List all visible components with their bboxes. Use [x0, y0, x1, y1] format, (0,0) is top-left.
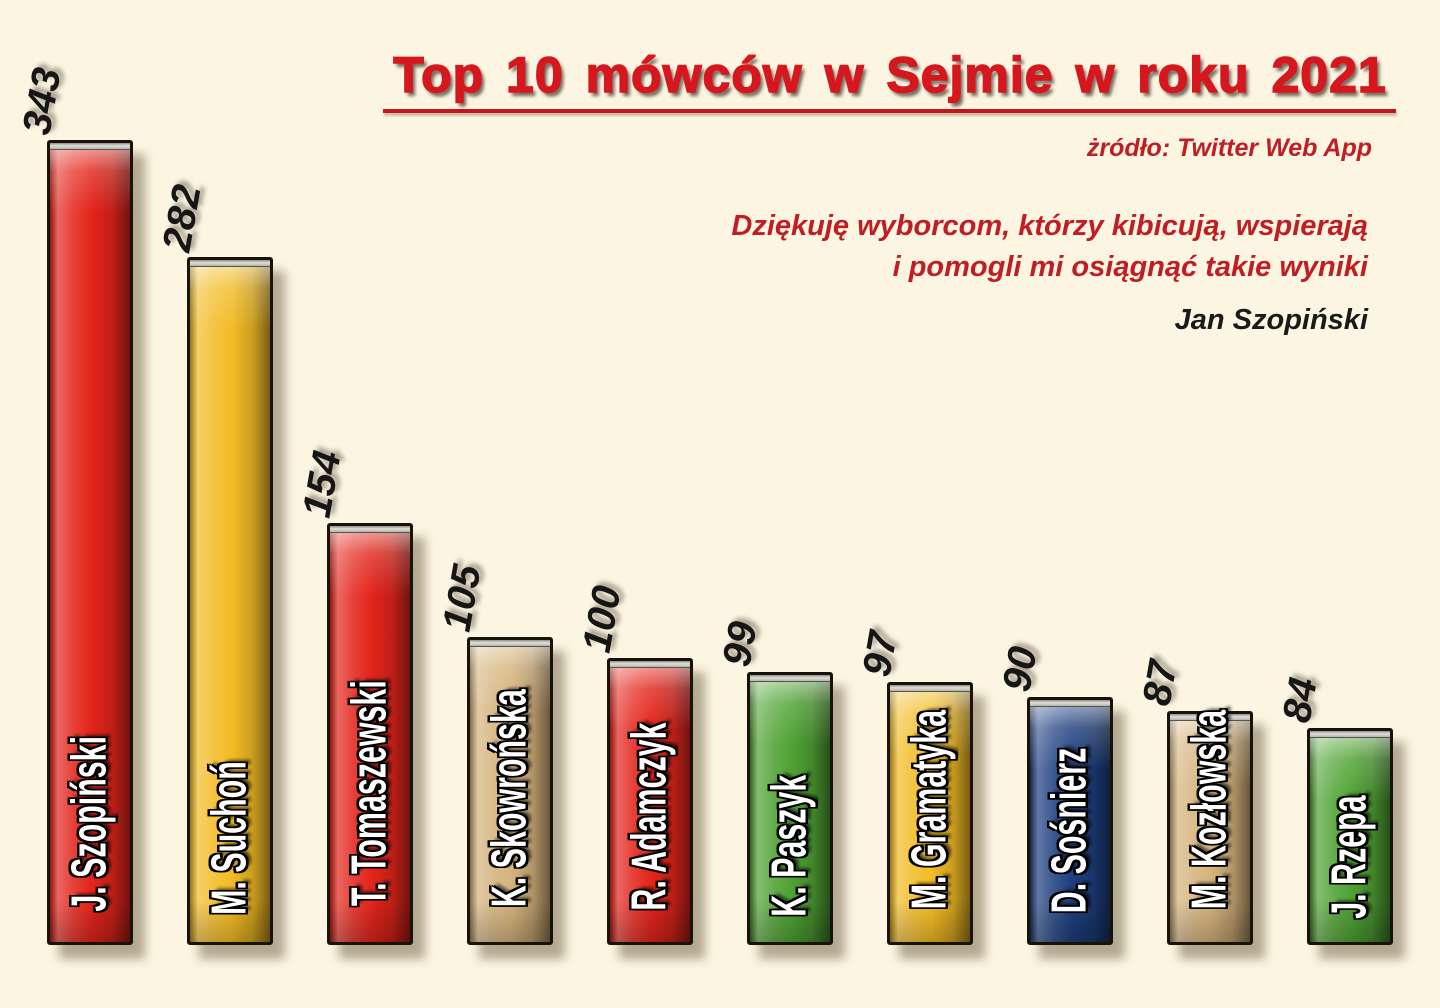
bar-9: M. Kozłowska: [1167, 710, 1253, 945]
bar-name-label: J. Rzepa: [1322, 795, 1377, 919]
bar-value-label: 100: [574, 582, 630, 656]
bar-3: T. Tomaszewski: [327, 523, 413, 945]
bar-value-label: 105: [434, 561, 490, 635]
bar-name-container: K. Paszyk: [750, 675, 830, 942]
bar-name-container: R. Adamczyk: [610, 661, 690, 942]
bar-1: J. Szopiński: [47, 140, 133, 945]
bar-value-label: 282: [154, 181, 210, 255]
chart-title: Top 10 mówców w Sejmie w roku 2021: [393, 46, 1387, 104]
bar-name-label: M. Gramatyka: [902, 709, 957, 910]
bar-2: M. Suchoń: [187, 257, 273, 945]
bar-value-label: 84: [1274, 674, 1326, 726]
bar-name-container: M. Gramatyka: [890, 685, 970, 942]
bar-name-label: D. Sośnierz: [1042, 747, 1097, 914]
bar-value-label: 90: [994, 643, 1046, 695]
bar-name-container: J. Szopiński: [50, 143, 130, 942]
bar-name-label: K. Skowrońska: [482, 688, 537, 907]
bar-value-label: 97: [854, 628, 906, 680]
bar-name-container: M. Suchoń: [190, 260, 270, 942]
bar-name-label: R. Adamczyk: [622, 722, 677, 911]
bar-name-container: J. Rzepa: [1310, 731, 1390, 942]
bar-name-container: T. Tomaszewski: [330, 526, 410, 942]
quote-line-1: Dziękuję wyborcom, którzy kibicują, wspi…: [731, 210, 1368, 242]
title-underline: [383, 109, 1396, 113]
bar-5: R. Adamczyk: [607, 658, 693, 945]
bar-name-label: T. Tomaszewski: [342, 679, 397, 906]
bar-8: D. Sośnierz: [1027, 697, 1113, 945]
bar-name-label: M. Suchoń: [202, 761, 257, 915]
bar-name-container: K. Skowrońska: [470, 640, 550, 942]
bar-name-label: K. Paszyk: [762, 774, 817, 917]
bar-name-label: M. Kozłowska: [1182, 709, 1237, 910]
quote-block: Dziękuję wyborcom, którzy kibicują, wspi…: [731, 210, 1368, 337]
bar-6: K. Paszyk: [747, 672, 833, 945]
bar-value-label: 154: [294, 447, 350, 521]
bar-7: M. Gramatyka: [887, 682, 973, 945]
source-note: żródło: Twitter Web App: [1086, 134, 1372, 162]
bar-name-container: M. Kozłowska: [1170, 710, 1250, 942]
bar-name-container: D. Sośnierz: [1030, 700, 1110, 942]
bar-value-label: 87: [1134, 657, 1186, 709]
bar-10: J. Rzepa: [1307, 728, 1393, 945]
quote-attribution: Jan Szopiński: [1174, 304, 1368, 336]
bar-name-label: J. Szopiński: [62, 736, 117, 913]
bar-value-label: 99: [714, 618, 766, 670]
bar-value-label: 343: [14, 64, 70, 138]
bar-4: K. Skowrońska: [467, 637, 553, 945]
quote-line-2: i pomogli mi osiągnąć takie wyniki: [892, 251, 1368, 283]
